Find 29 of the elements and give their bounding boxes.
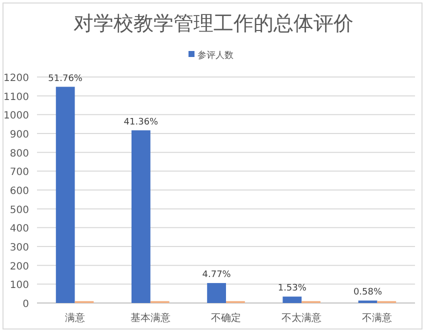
y-tick-label: 100 <box>10 280 29 292</box>
x-tick-label: 不满意 <box>362 312 392 324</box>
y-tick-label: 500 <box>10 204 29 216</box>
annotation: 4.77% <box>202 270 232 280</box>
y-tick-label: 400 <box>10 224 29 235</box>
y-tick-label: 900 <box>10 130 29 140</box>
y-tick-label: 300 <box>10 242 29 254</box>
y-tick-label: 600 <box>10 186 29 197</box>
chart-title: 对学校教学管理工作的总体评价 <box>74 11 354 35</box>
annotation: 41.36% <box>124 117 159 128</box>
legend-label: 参评人数 <box>198 50 234 61</box>
annotation: 51.76% <box>48 74 83 84</box>
y-tick-label: 1000 <box>4 110 29 122</box>
y-tick-label: 1100 <box>4 92 29 103</box>
x-tick-label: 基本满意 <box>130 312 170 324</box>
y-tick-label: 0 <box>22 299 29 310</box>
x-tick-label: 不太满意 <box>282 312 322 324</box>
bar <box>56 86 75 303</box>
bar <box>132 130 150 303</box>
y-tick-label: 200 <box>10 261 29 272</box>
y-tick-label: 1200 <box>4 73 29 84</box>
annotation: 0.58% <box>353 288 382 298</box>
bar <box>282 296 302 303</box>
bar <box>207 283 226 303</box>
x-tick-label: 满意 <box>64 312 85 324</box>
y-tick-label: 800 <box>10 148 29 160</box>
y-tick-label: 700 <box>10 167 29 178</box>
x-tick-label: 不确定 <box>211 312 241 324</box>
annotation: 1.53% <box>278 284 307 294</box>
